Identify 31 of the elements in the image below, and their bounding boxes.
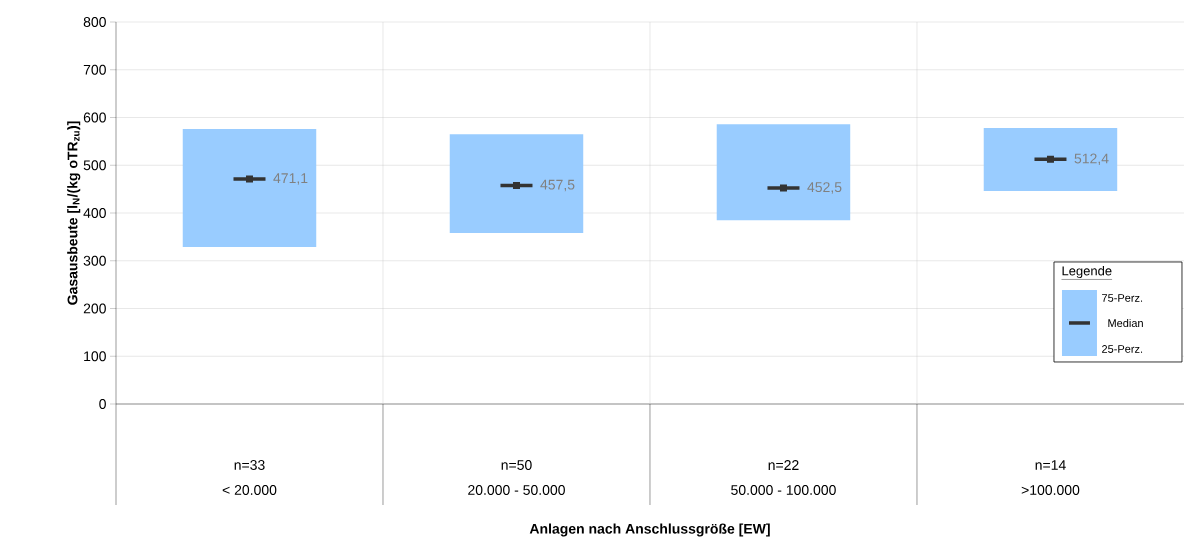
- text: n=33: [234, 460, 265, 470]
- y-tick-label: 300: [83, 255, 106, 266]
- annotation: 25-Perz.: [1102, 345, 1143, 353]
- y-tick-label: 800: [83, 17, 106, 27]
- data-label: 512,4: [1074, 153, 1109, 166]
- data-label: 457,5: [540, 179, 575, 192]
- bar: [449, 134, 584, 234]
- y-tick-label: 100: [84, 351, 106, 362]
- x-tick-label: 20.000 - 50.000: [468, 485, 565, 495]
- text: n=50: [501, 460, 532, 470]
- bar: [716, 124, 851, 221]
- text: n=22: [768, 460, 799, 470]
- x-tick-label: >100.000: [1021, 485, 1080, 495]
- bar: [182, 128, 317, 247]
- y-tick-label: 0: [99, 399, 106, 409]
- y-tick-label: 700: [83, 64, 106, 75]
- legend-title: Legende: [1062, 265, 1112, 279]
- text: n=14: [1035, 460, 1066, 470]
- bar: [983, 128, 1118, 192]
- y-axis-title: Gasausbeute [l$_{N}$/(kg oTR$_{zu}$)]: [67, 121, 81, 305]
- y-tick-label: 200: [83, 303, 106, 314]
- y-tick-label: 500: [83, 160, 106, 171]
- x-tick-label: < 20.000: [222, 485, 277, 495]
- y-tick-label: 400: [83, 208, 106, 218]
- data-label: 452,5: [807, 182, 842, 194]
- legend-label: Median: [1108, 318, 1143, 328]
- y-tick-label: 600: [83, 112, 106, 123]
- x-tick-label: 50.000 - 100.000: [731, 485, 836, 495]
- data-label: 471,1: [273, 173, 308, 185]
- x-axis-title: Anlagen nach Anschlussgröße [EW]: [529, 523, 770, 537]
- annotation: 75-Perz.: [1102, 294, 1143, 302]
